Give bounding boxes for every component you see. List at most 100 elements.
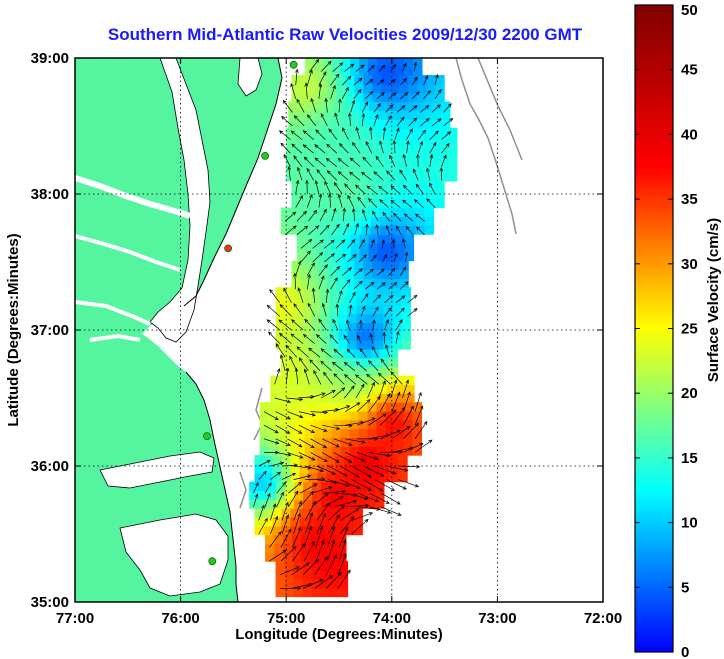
- velocity-cell: [309, 189, 319, 200]
- velocity-cell: [370, 349, 381, 359]
- velocity-arrow: [298, 452, 316, 461]
- velocity-arrow-head: [319, 239, 324, 244]
- velocity-cell: [299, 517, 309, 527]
- velocity-cell: [284, 304, 295, 315]
- velocity-arrow: [366, 374, 380, 385]
- velocity-arrow-head: [436, 104, 441, 109]
- velocity-arrow: [299, 357, 309, 372]
- velocity-cell: [401, 304, 411, 315]
- velocity-cell: [426, 189, 436, 200]
- velocity-cell: [343, 225, 354, 235]
- velocity-arrow-head: [313, 209, 318, 214]
- velocity-arrow: [307, 303, 316, 317]
- velocity-cell: [318, 543, 329, 553]
- velocity-arrow: [381, 254, 387, 263]
- velocity-arrow: [320, 348, 332, 358]
- velocity-cell: [320, 296, 331, 306]
- velocity-cell: [344, 464, 354, 474]
- velocity-cell: [304, 163, 314, 173]
- velocity-cell: [302, 322, 313, 332]
- velocity-arrow-head: [292, 225, 297, 230]
- velocity-cell: [306, 393, 316, 403]
- velocity-arrow: [411, 77, 418, 86]
- velocity-cell: [429, 128, 440, 138]
- velocity-arrow: [384, 319, 389, 331]
- velocity-arrow-head: [314, 180, 319, 185]
- velocity-arrow: [268, 331, 281, 344]
- velocity-cell: [291, 260, 302, 270]
- velocity-arrow: [339, 465, 359, 478]
- velocity-cell: [384, 145, 395, 156]
- velocity-arrow-head: [351, 99, 356, 105]
- velocity-arrow-head: [333, 480, 339, 485]
- velocity-arrow-head: [343, 553, 347, 558]
- velocity-arrow-head: [402, 153, 407, 159]
- velocity-cell: [352, 216, 363, 226]
- velocity-arrow-head: [335, 443, 340, 448]
- velocity-cell: [426, 92, 436, 103]
- velocity-arrow-head: [343, 472, 348, 477]
- velocity-cell: [265, 534, 275, 545]
- velocity-arrow-head: [375, 224, 379, 229]
- velocity-cell: [435, 83, 445, 94]
- velocity-cell: [325, 216, 336, 226]
- velocity-cell: [333, 384, 343, 394]
- velocity-arrow: [329, 334, 339, 344]
- velocity-cell: [311, 587, 322, 598]
- velocity-cell: [258, 490, 268, 500]
- velocity-arrow: [384, 307, 392, 317]
- velocity-cell: [338, 578, 349, 589]
- velocity-cell: [291, 198, 302, 209]
- velocity-arrow-head: [386, 170, 391, 175]
- velocity-cell: [404, 251, 415, 262]
- velocity-cell: [284, 578, 295, 589]
- velocity-arrow-head: [425, 117, 430, 122]
- velocity-cell: [367, 163, 377, 173]
- velocity-arrow: [315, 540, 325, 562]
- velocity-arrow-head: [413, 117, 418, 122]
- velocity-arrow-head: [297, 526, 302, 532]
- velocity-cell: [438, 154, 449, 164]
- velocity-cell: [327, 278, 337, 288]
- velocity-cell: [397, 225, 408, 235]
- velocity-arrow-head: [414, 483, 420, 488]
- velocity-arrow-head: [309, 194, 313, 199]
- velocity-arrow: [391, 447, 414, 453]
- velocity-arrow-head: [396, 391, 401, 396]
- velocity-arrow-head: [419, 405, 424, 410]
- velocity-arrow: [274, 368, 280, 385]
- velocity-cell: [284, 287, 295, 297]
- velocity-arrow-head: [308, 525, 312, 530]
- velocity-cell: [290, 455, 300, 465]
- velocity-arrow-head: [278, 319, 283, 324]
- velocity-cell: [305, 243, 316, 253]
- velocity-arrow: [330, 73, 340, 86]
- velocity-arrow: [295, 195, 303, 208]
- velocity-arrow-head: [406, 140, 410, 145]
- velocity-cell: [438, 163, 449, 173]
- velocity-cell: [429, 172, 440, 182]
- velocity-cell: [365, 340, 375, 350]
- velocity-arrow: [325, 289, 329, 303]
- velocity-arrow: [297, 167, 303, 181]
- velocity-arrow: [310, 411, 328, 413]
- velocity-cell: [386, 58, 396, 67]
- velocity-cell: [359, 66, 369, 76]
- velocity-arrow: [325, 98, 328, 113]
- velocity-arrow: [350, 100, 355, 113]
- velocity-arrow: [328, 465, 348, 477]
- velocity-arrow-head: [413, 61, 418, 66]
- velocity-arrow-head: [426, 167, 430, 172]
- x-tick-label: 75:00: [267, 610, 305, 627]
- velocity-arrow-head: [387, 115, 392, 120]
- velocity-cell: [344, 517, 354, 527]
- velocity-arrow: [365, 79, 374, 86]
- velocity-cell: [420, 128, 431, 138]
- velocity-arrow: [270, 516, 278, 535]
- velocity-arrow: [286, 397, 303, 400]
- velocity-arrow-head: [276, 471, 281, 476]
- velocity-arrow-head: [343, 374, 349, 379]
- velocity-cell: [311, 331, 322, 341]
- y-tick-label: 37:00: [31, 322, 69, 339]
- velocity-arrow-head: [447, 131, 452, 136]
